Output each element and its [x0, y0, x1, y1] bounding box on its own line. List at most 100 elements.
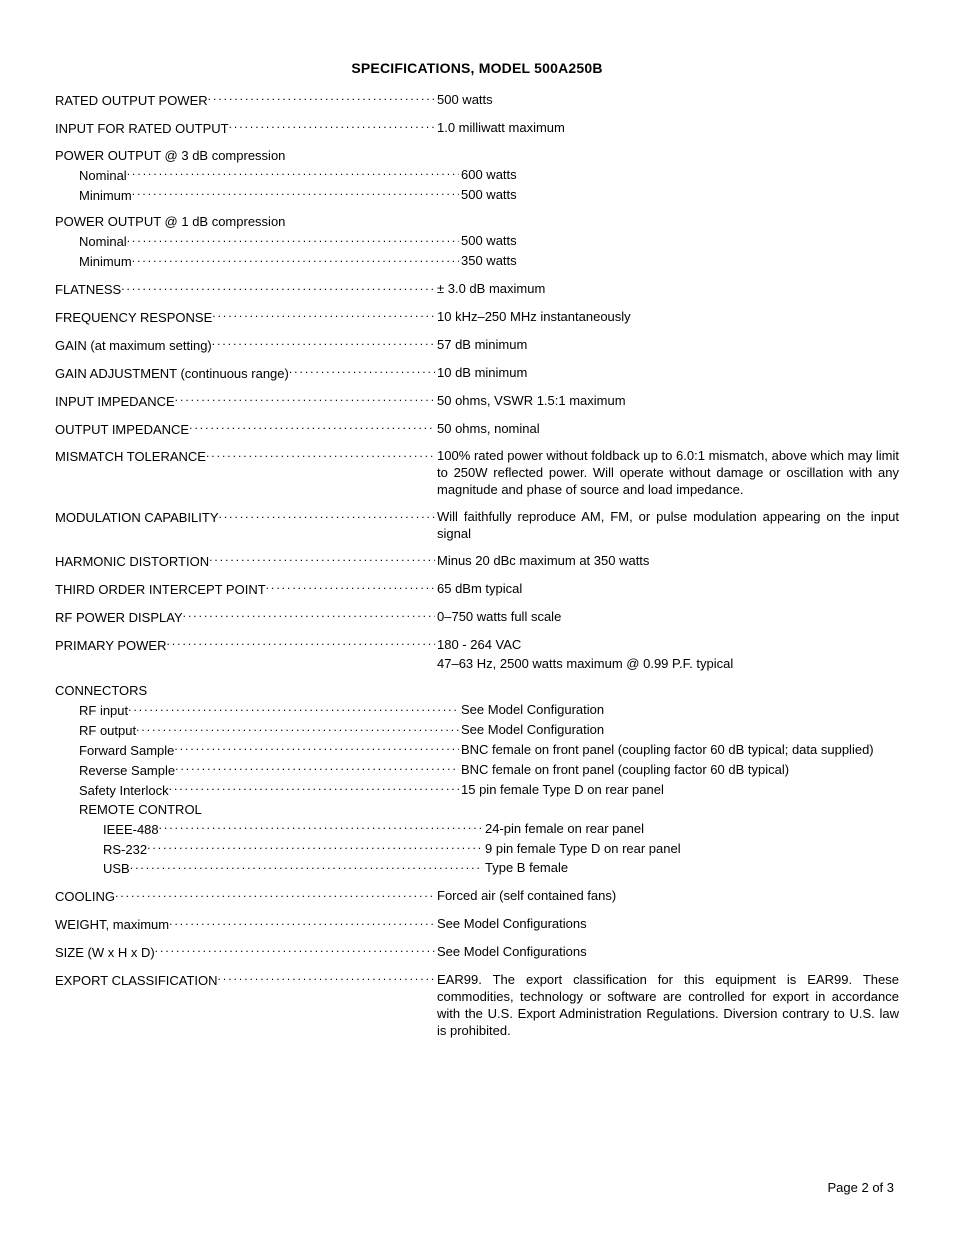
spec-label: SIZE (W x H x D)	[55, 945, 155, 962]
spec-value: 65 dBm typical	[435, 581, 899, 598]
dot-leader	[128, 702, 459, 715]
spec-value: 100% rated power without foldback up to …	[435, 448, 899, 499]
spec-label-cell: INPUT IMPEDANCE	[55, 393, 435, 411]
spec-label: PRIMARY POWER	[55, 638, 166, 655]
spec-label: FLATNESS	[55, 282, 121, 299]
dot-leader	[159, 821, 483, 834]
spec-row: POWER OUTPUT @ 1 dB compression	[55, 214, 899, 231]
spec-label: RF input	[79, 703, 128, 720]
spec-list: RATED OUTPUT POWER500 wattsINPUT FOR RAT…	[55, 92, 899, 1040]
spec-row: Forward SampleBNC female on front panel …	[55, 742, 899, 760]
spec-value: See Model Configurations	[435, 916, 899, 933]
spec-label-cell: Nominal	[55, 167, 459, 185]
spec-row: FLATNESS ± 3.0 dB maximum	[55, 281, 899, 299]
spec-label: IEEE-488	[103, 822, 159, 839]
spec-group: COOLINGForced air (self contained fans)	[55, 888, 899, 906]
dot-leader	[208, 92, 435, 105]
spec-row: RATED OUTPUT POWER 500 watts	[55, 92, 899, 110]
spec-label: RATED OUTPUT POWER	[55, 93, 208, 110]
spec-row: Reverse Sample BNC female on front panel …	[55, 762, 899, 780]
spec-row: RF POWER DISPLAY0–750 watts full scale	[55, 609, 899, 627]
spec-value: 500 watts	[435, 92, 899, 109]
spec-label-cell: EXPORT CLASSIFICATION	[55, 972, 435, 990]
spec-label-cell: RS-232	[55, 841, 483, 859]
dot-leader	[130, 860, 483, 873]
spec-value: 15 pin female Type D on rear panel	[459, 782, 899, 799]
spec-group: POWER OUTPUT @ 1 dB compressionNominal50…	[55, 214, 899, 271]
spec-row: RS-2329 pin female Type D on rear panel	[55, 841, 899, 859]
spec-value: Will faithfully reproduce AM, FM, or pul…	[435, 509, 899, 543]
spec-group: MODULATION CAPABILITY Will faithfully rep…	[55, 509, 899, 543]
spec-label: Nominal	[79, 168, 127, 185]
spec-group: SIZE (W x H x D)See Model Configurations	[55, 944, 899, 962]
spec-group: MISMATCH TOLERANCE 100% rated power witho…	[55, 448, 899, 499]
dot-leader	[266, 581, 435, 594]
dot-leader	[127, 167, 459, 180]
spec-label-cell: SIZE (W x H x D)	[55, 944, 435, 962]
dot-leader	[219, 509, 436, 522]
spec-value: 500 watts	[459, 233, 899, 250]
dot-leader	[218, 972, 435, 985]
spec-row: EXPORT CLASSIFICATIONEAR99. The export c…	[55, 972, 899, 1040]
spec-row: THIRD ORDER INTERCEPT POINT 65 dBm typica…	[55, 581, 899, 599]
spec-row: GAIN ADJUSTMENT (continuous range)10 dB …	[55, 365, 899, 383]
spec-label: Reverse Sample	[79, 763, 175, 780]
dot-leader	[212, 309, 435, 322]
spec-row: OUTPUT IMPEDANCE50 ohms, nominal	[55, 421, 899, 439]
spec-label: GAIN (at maximum setting)	[55, 338, 212, 355]
spec-label: MODULATION CAPABILITY	[55, 510, 219, 527]
spec-label-cell: Reverse Sample	[55, 762, 459, 780]
spec-label: WEIGHT, maximum	[55, 917, 169, 934]
dot-leader	[183, 609, 435, 622]
spec-label: INPUT IMPEDANCE	[55, 394, 175, 411]
dot-leader	[212, 337, 435, 350]
spec-group: FREQUENCY RESPONSE10 kHz–250 MHz instant…	[55, 309, 899, 327]
spec-group: HARMONIC DISTORTIONMinus 20 dBc maximum …	[55, 553, 899, 571]
dot-leader	[136, 722, 459, 735]
spec-value: 600 watts	[459, 167, 899, 184]
spec-value: BNC female on front panel (coupling fact…	[459, 742, 899, 759]
spec-label-cell: MISMATCH TOLERANCE	[55, 448, 435, 466]
dot-leader	[169, 916, 435, 929]
spec-label: MISMATCH TOLERANCE	[55, 449, 206, 466]
dot-leader	[127, 233, 459, 246]
spec-row: MISMATCH TOLERANCE 100% rated power witho…	[55, 448, 899, 499]
dot-leader	[175, 762, 459, 775]
spec-value: See Model Configuration	[459, 722, 899, 739]
spec-row: GAIN (at maximum setting)57 dB minimum	[55, 337, 899, 355]
spec-row: MODULATION CAPABILITY Will faithfully rep…	[55, 509, 899, 543]
spec-label-cell: Minimum	[55, 253, 459, 271]
spec-label-cell: PRIMARY POWER	[55, 637, 435, 655]
spec-label: RF output	[79, 723, 136, 740]
spec-value: 180 - 264 VAC	[435, 637, 899, 654]
dot-leader	[209, 553, 435, 566]
spec-label-cell: Minimum	[55, 187, 459, 205]
page: SPECIFICATIONS, MODEL 500A250B RATED OUT…	[0, 0, 954, 1235]
spec-group: FLATNESS ± 3.0 dB maximum	[55, 281, 899, 299]
spec-label-cell: MODULATION CAPABILITY	[55, 509, 435, 527]
spec-row: Minimum350 watts	[55, 253, 899, 271]
spec-label-cell: USB	[55, 860, 483, 878]
spec-label-cell: RF POWER DISPLAY	[55, 609, 435, 627]
spec-label-cell: COOLING	[55, 888, 435, 906]
dot-leader	[229, 120, 435, 133]
spec-label: POWER OUTPUT @ 3 dB compression	[55, 148, 285, 165]
dot-leader	[132, 253, 459, 266]
spec-value: BNC female on front panel (coupling fact…	[459, 762, 899, 779]
spec-label-cell: INPUT FOR RATED OUTPUT	[55, 120, 435, 138]
spec-group: GAIN (at maximum setting)57 dB minimum	[55, 337, 899, 355]
spec-value: 1.0 milliwatt maximum	[435, 120, 899, 137]
spec-group: EXPORT CLASSIFICATIONEAR99. The export c…	[55, 972, 899, 1040]
dot-leader	[289, 365, 435, 378]
spec-group: CONNECTORSRF inputSee Model Configuratio…	[55, 683, 899, 878]
spec-value: ± 3.0 dB maximum	[435, 281, 899, 298]
page-title: SPECIFICATIONS, MODEL 500A250B	[55, 60, 899, 76]
spec-label: COOLING	[55, 889, 115, 906]
spec-row: INPUT IMPEDANCE50 ohms, VSWR 1.5:1 maxim…	[55, 393, 899, 411]
spec-value: EAR99. The export classification for thi…	[435, 972, 899, 1040]
spec-group: RATED OUTPUT POWER 500 watts	[55, 92, 899, 110]
dot-leader	[174, 742, 459, 755]
spec-label: THIRD ORDER INTERCEPT POINT	[55, 582, 266, 599]
spec-label-cell: THIRD ORDER INTERCEPT POINT	[55, 581, 435, 599]
spec-group: WEIGHT, maximum See Model Configurations	[55, 916, 899, 934]
